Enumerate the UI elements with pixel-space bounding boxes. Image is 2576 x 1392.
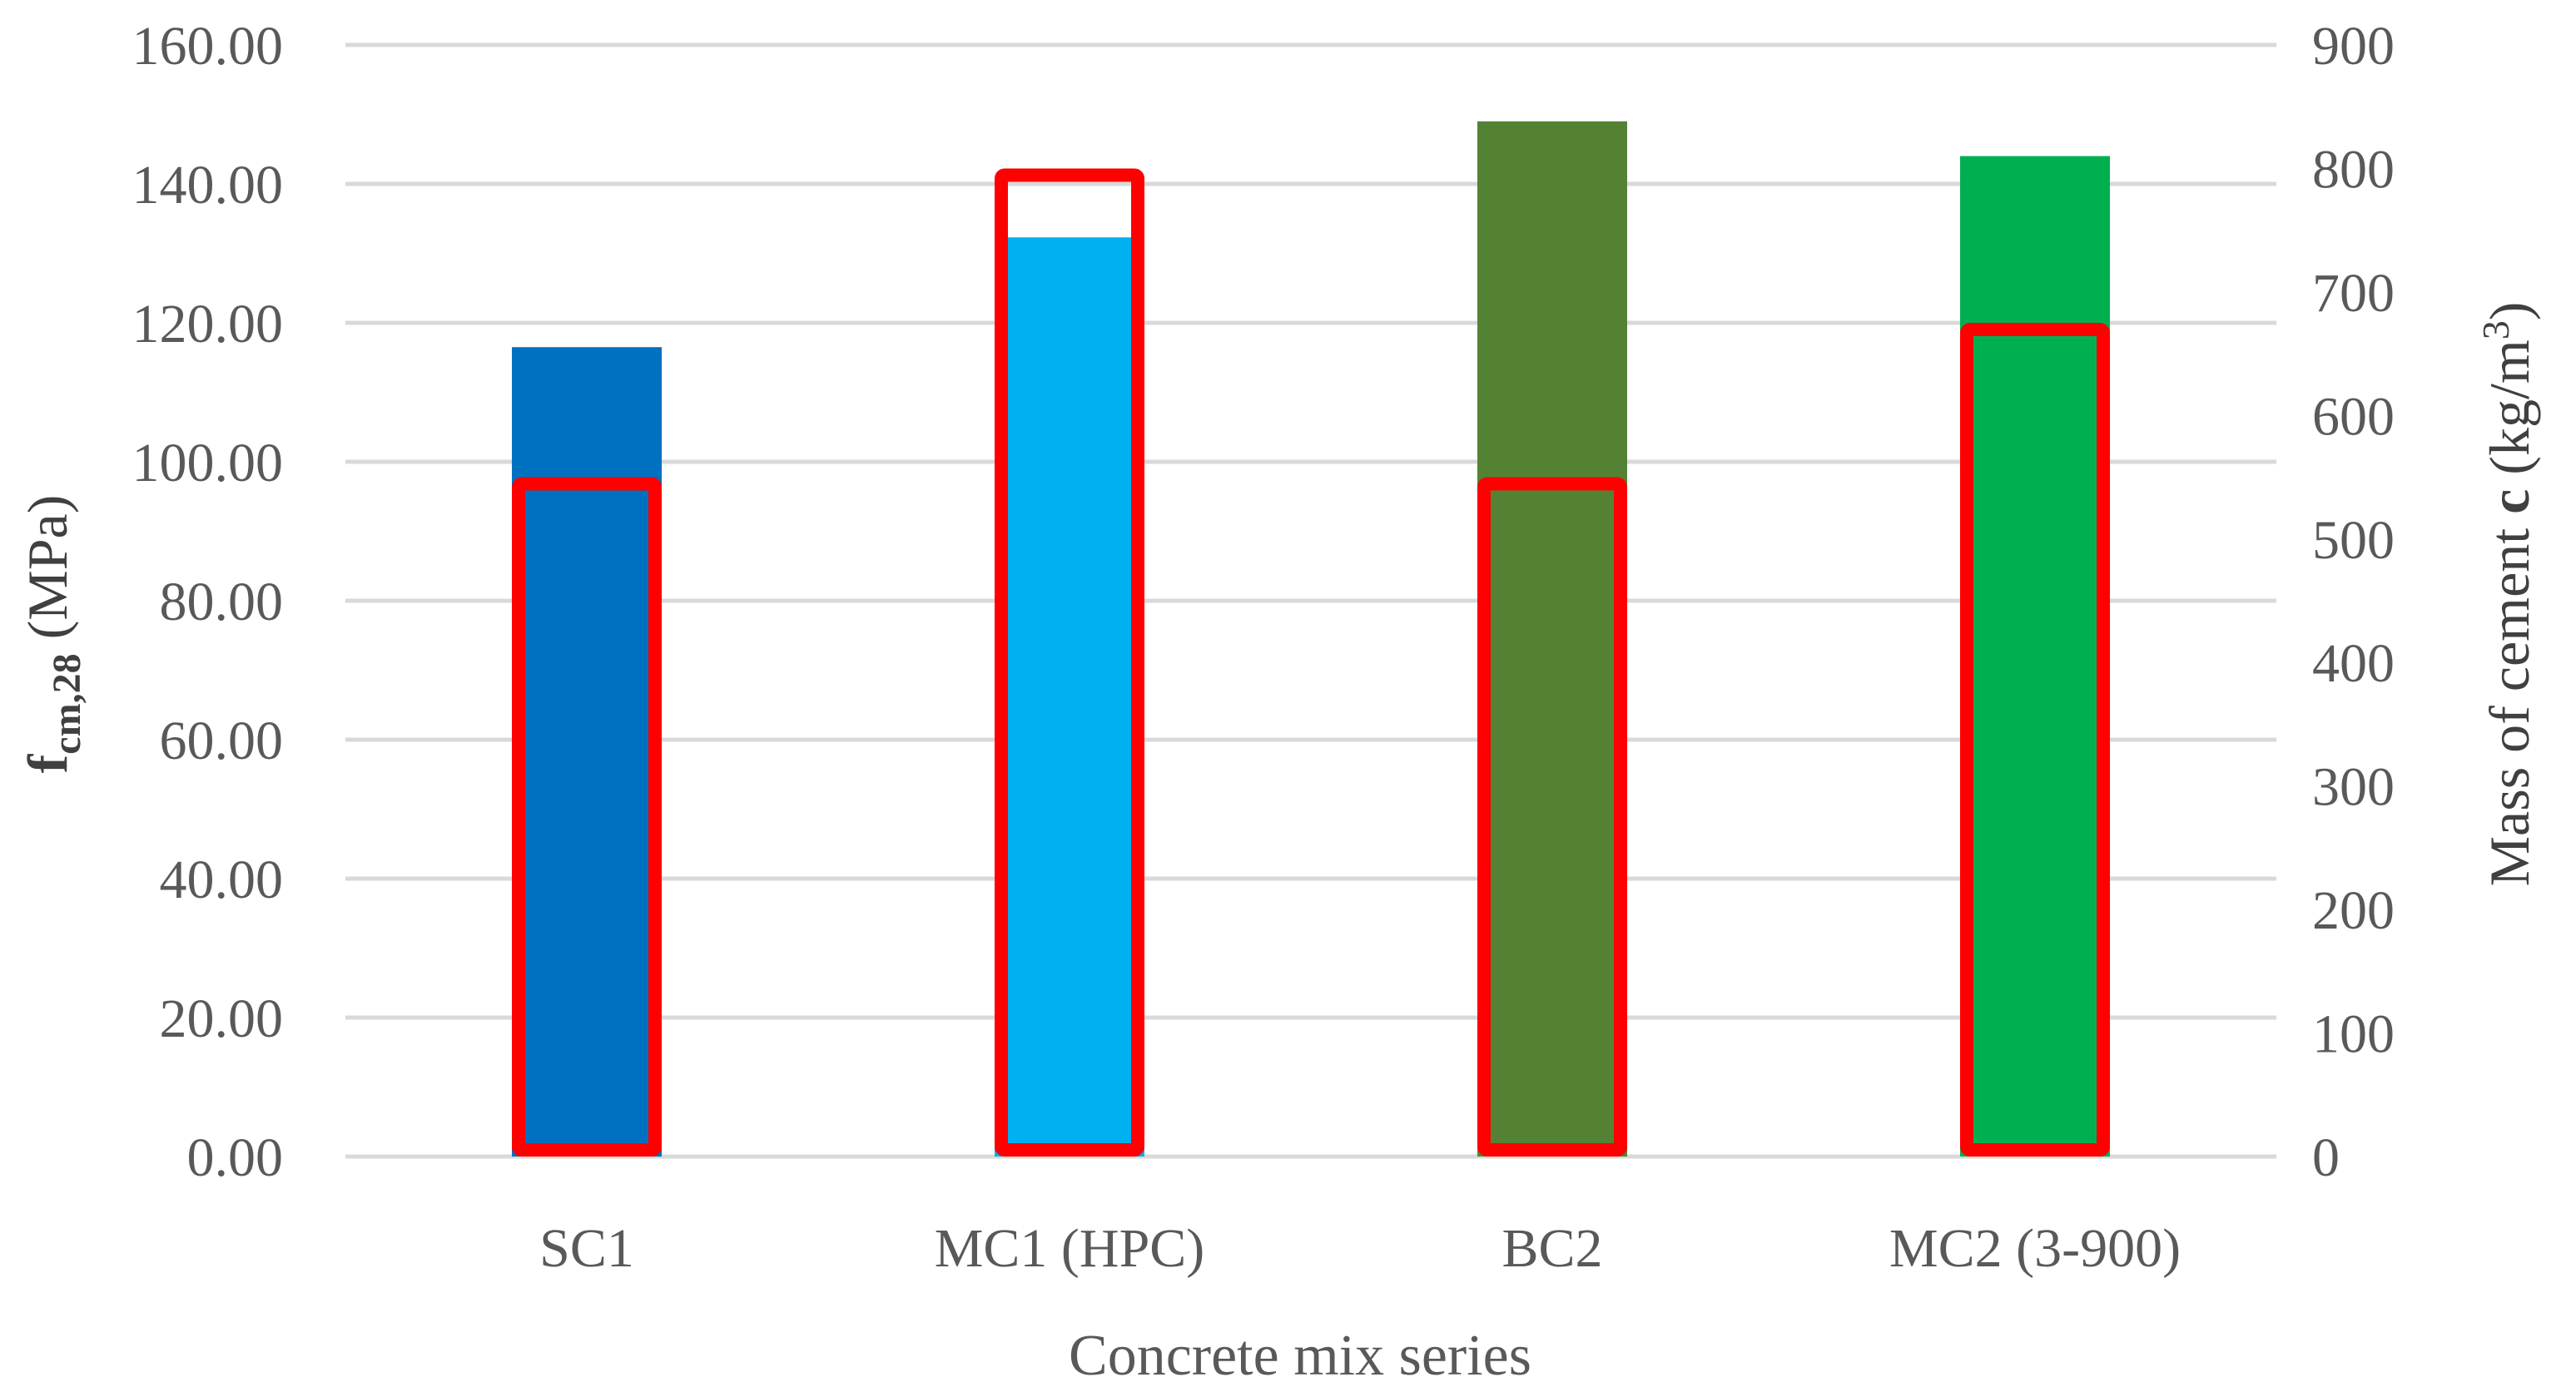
fill-bar <box>512 347 662 1157</box>
y2-tick-label: 600 <box>2312 386 2395 447</box>
fill-bar <box>1960 156 2110 1157</box>
y-tick-label: 100.00 <box>132 433 284 493</box>
outline-bar <box>1960 323 2110 1157</box>
y-tick-label: 20.00 <box>160 988 284 1049</box>
y2-axis-title-unit: (kg/m <box>2478 339 2541 488</box>
x-tick-label: SC1 <box>539 1218 634 1279</box>
y2-tick-label: 300 <box>2312 757 2395 818</box>
x-tick-label: BC2 <box>1501 1218 1602 1279</box>
category-labels: SC1 MC1 (HPC) BC2 MC2 (3-900) <box>539 1218 2181 1279</box>
y-tick-label: 0.00 <box>187 1127 284 1188</box>
y-axis-title: fcm,28 (MPa) <box>16 495 89 774</box>
y-tick-label: 60.00 <box>160 711 284 771</box>
outline-bar <box>512 477 662 1157</box>
x-tick-label: MC1 (HPC) <box>935 1218 1205 1279</box>
left-axis-ticks: 0.00 20.00 40.00 60.00 80.00 100.00 120.00 140.… <box>132 16 284 1188</box>
outline-bar <box>1477 477 1627 1157</box>
fill-bar <box>995 237 1144 1157</box>
y2-axis-title: Mass of cement c (kg/m3) <box>2474 302 2541 887</box>
y-tick-label: 160.00 <box>132 16 284 77</box>
x-axis-title: Concrete mix series <box>1069 1324 1531 1388</box>
y2-tick-label: 400 <box>2312 633 2395 694</box>
y-tick-label: 40.00 <box>160 850 284 910</box>
fill-bars-series <box>512 121 2110 1157</box>
y2-axis-title-bold: c <box>2478 489 2541 514</box>
gridlines <box>345 42 2276 1159</box>
outline-bars-series <box>512 168 2110 1157</box>
y-axis-title-main: f <box>16 753 79 773</box>
y2-axis-title-close: ) <box>2478 302 2541 321</box>
right-axis-ticks: 0 100 200 300 400 500 600 700 800 900 <box>2312 16 2395 1188</box>
y-axis-title-subscript: cm,28 <box>45 653 89 754</box>
y2-axis-title-prefix: Mass of cement <box>2478 514 2541 887</box>
y2-tick-label: 800 <box>2312 139 2395 200</box>
y-axis-title-unit: (MPa) <box>16 495 79 654</box>
y2-axis-title-superscript: 3 <box>2474 320 2517 339</box>
y2-tick-label: 0 <box>2312 1127 2340 1188</box>
y-tick-label: 140.00 <box>132 155 284 215</box>
y2-tick-label: 700 <box>2312 263 2395 324</box>
y-tick-label: 120.00 <box>132 294 284 354</box>
y2-tick-label: 200 <box>2312 880 2395 941</box>
y2-tick-label: 100 <box>2312 1004 2395 1065</box>
y2-tick-label: 500 <box>2312 510 2395 571</box>
y2-tick-label: 900 <box>2312 16 2395 77</box>
y-tick-label: 80.00 <box>160 572 284 632</box>
outline-bar <box>995 168 1144 1157</box>
fill-bar <box>1477 121 1627 1157</box>
x-tick-label: MC2 (3-900) <box>1889 1218 2181 1279</box>
